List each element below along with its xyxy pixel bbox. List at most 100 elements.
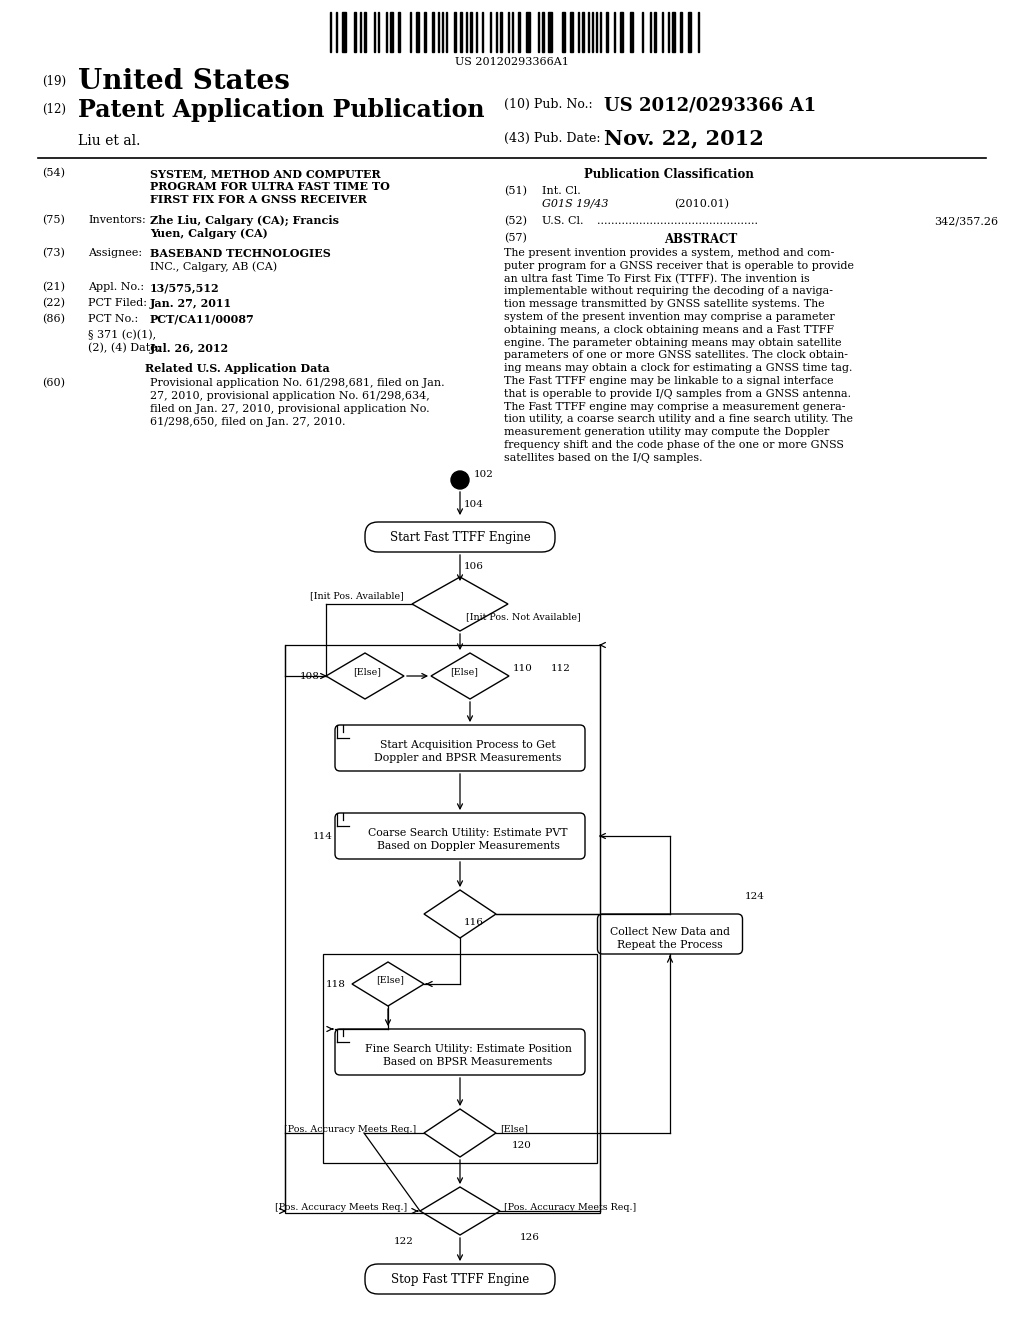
Text: 106: 106	[464, 562, 484, 572]
Polygon shape	[412, 577, 508, 631]
Circle shape	[451, 471, 469, 488]
FancyBboxPatch shape	[335, 725, 585, 771]
Text: Inventors:: Inventors:	[88, 215, 145, 224]
Text: The present invention provides a system, method and com-: The present invention provides a system,…	[504, 248, 835, 257]
Text: Start Fast TTFF Engine: Start Fast TTFF Engine	[389, 531, 530, 544]
Text: 102: 102	[474, 470, 494, 479]
Text: Repeat the Process: Repeat the Process	[617, 940, 723, 950]
Text: 13/575,512: 13/575,512	[150, 282, 219, 293]
Text: G01S 19/43: G01S 19/43	[542, 199, 608, 209]
Text: PCT Filed:: PCT Filed:	[88, 298, 147, 308]
Text: Coarse Search Utility: Estimate PVT: Coarse Search Utility: Estimate PVT	[369, 828, 567, 838]
Text: satellites based on the I/Q samples.: satellites based on the I/Q samples.	[504, 453, 702, 463]
FancyBboxPatch shape	[365, 1265, 555, 1294]
Text: implementable without requiring the decoding of a naviga-: implementable without requiring the deco…	[504, 286, 833, 297]
Text: Patent Application Publication: Patent Application Publication	[78, 98, 484, 121]
Text: 104: 104	[464, 500, 484, 510]
Bar	[323, 954, 597, 1163]
Text: INC., Calgary, AB (CA): INC., Calgary, AB (CA)	[150, 261, 278, 272]
Text: (19): (19)	[42, 75, 67, 88]
Bar	[562, 12, 565, 51]
Text: Assignee:: Assignee:	[88, 248, 142, 257]
Text: (10) Pub. No.:: (10) Pub. No.:	[504, 98, 597, 111]
Text: ABSTRACT: ABSTRACT	[664, 234, 737, 246]
Text: Collect New Data and: Collect New Data and	[610, 927, 730, 937]
Text: (2010.01): (2010.01)	[674, 199, 729, 210]
Text: [Init Pos. Not Available]: [Init Pos. Not Available]	[466, 612, 581, 620]
Text: Related U.S. Application Data: Related U.S. Application Data	[145, 363, 330, 374]
Text: Appl. No.:: Appl. No.:	[88, 282, 144, 292]
Text: Jan. 27, 2011: Jan. 27, 2011	[150, 298, 232, 309]
Text: (75): (75)	[42, 215, 65, 226]
Text: frequency shift and the code phase of the one or more GNSS: frequency shift and the code phase of th…	[504, 440, 844, 450]
Text: [Else]: [Else]	[500, 1125, 528, 1134]
Bar	[342, 12, 346, 51]
Text: Jul. 26, 2012: Jul. 26, 2012	[150, 343, 229, 354]
Bar	[398, 12, 400, 51]
Bar	[620, 12, 623, 51]
Bar	[526, 12, 530, 51]
Bar	[364, 12, 366, 51]
Text: (2), (4) Date:: (2), (4) Date:	[88, 343, 161, 354]
Text: Start Acquisition Process to Get: Start Acquisition Process to Get	[380, 741, 556, 750]
Text: 61/298,650, filed on Jan. 27, 2010.: 61/298,650, filed on Jan. 27, 2010.	[150, 417, 345, 426]
Text: 124: 124	[744, 892, 764, 902]
Bar	[354, 12, 356, 51]
Polygon shape	[424, 890, 496, 939]
Text: 120: 120	[512, 1140, 531, 1150]
Polygon shape	[326, 653, 404, 700]
Bar	[570, 12, 573, 51]
Text: FIRST FIX FOR A GNSS RECEIVER: FIRST FIX FOR A GNSS RECEIVER	[150, 194, 367, 205]
Bar	[500, 12, 502, 51]
Text: 27, 2010, provisional application No. 61/298,634,: 27, 2010, provisional application No. 61…	[150, 391, 430, 401]
Text: ..............................................: ........................................…	[597, 216, 758, 226]
Bar	[518, 12, 520, 51]
Bar	[630, 12, 633, 51]
Text: 342/357.26: 342/357.26	[934, 216, 998, 226]
Bar	[680, 12, 682, 51]
Text: The Fast TTFF engine may be linkable to a signal interface: The Fast TTFF engine may be linkable to …	[504, 376, 834, 385]
Text: an ultra fast Time To First Fix (TTFF). The invention is: an ultra fast Time To First Fix (TTFF). …	[504, 273, 810, 284]
FancyBboxPatch shape	[365, 521, 555, 552]
Text: Zhe Liu, Calgary (CA); Francis: Zhe Liu, Calgary (CA); Francis	[150, 215, 339, 226]
Text: Stop Fast TTFF Engine: Stop Fast TTFF Engine	[391, 1272, 529, 1286]
Text: [Pos. Accuracy Meets Req.]: [Pos. Accuracy Meets Req.]	[284, 1125, 416, 1134]
FancyBboxPatch shape	[597, 913, 742, 954]
Text: (43) Pub. Date:: (43) Pub. Date:	[504, 132, 600, 145]
Text: [Pos. Accuracy Meets Req.]: [Pos. Accuracy Meets Req.]	[275, 1204, 408, 1213]
Text: [Else]: [Else]	[450, 668, 478, 676]
Text: engine. The parameter obtaining means may obtain satellite: engine. The parameter obtaining means ma…	[504, 338, 842, 347]
Text: filed on Jan. 27, 2010, provisional application No.: filed on Jan. 27, 2010, provisional appl…	[150, 404, 430, 414]
Text: Based on Doppler Measurements: Based on Doppler Measurements	[377, 841, 559, 851]
Text: ing means may obtain a clock for estimating a GNSS time tag.: ing means may obtain a clock for estimat…	[504, 363, 852, 374]
Bar	[470, 12, 472, 51]
Text: § 371 (c)(1),: § 371 (c)(1),	[88, 330, 156, 341]
Bar	[548, 12, 552, 51]
Text: PCT No.:: PCT No.:	[88, 314, 138, 323]
Text: Yuen, Calgary (CA): Yuen, Calgary (CA)	[150, 228, 267, 239]
Text: US 2012/0293366 A1: US 2012/0293366 A1	[604, 96, 816, 115]
Bar	[606, 12, 608, 51]
Text: Fine Search Utility: Estimate Position: Fine Search Utility: Estimate Position	[365, 1044, 571, 1053]
Text: 118: 118	[326, 979, 346, 989]
Text: (73): (73)	[42, 248, 65, 259]
Text: 114: 114	[313, 832, 333, 841]
Text: Nov. 22, 2012: Nov. 22, 2012	[604, 128, 764, 148]
Text: (12): (12)	[42, 103, 66, 116]
Text: [Else]: [Else]	[353, 668, 381, 676]
Polygon shape	[352, 962, 424, 1006]
Text: US 20120293366A1: US 20120293366A1	[455, 57, 569, 67]
Text: The Fast TTFF engine may comprise a measurement genera-: The Fast TTFF engine may comprise a meas…	[504, 401, 846, 412]
FancyBboxPatch shape	[335, 1030, 585, 1074]
Text: Based on BPSR Measurements: Based on BPSR Measurements	[383, 1057, 553, 1067]
Text: puter program for a GNSS receiver that is operable to provide: puter program for a GNSS receiver that i…	[504, 261, 854, 271]
Text: (57): (57)	[504, 234, 527, 243]
Text: (51): (51)	[504, 186, 527, 197]
Text: (60): (60)	[42, 378, 65, 388]
Bar	[654, 12, 656, 51]
Text: Doppler and BPSR Measurements: Doppler and BPSR Measurements	[375, 752, 562, 763]
Text: (22): (22)	[42, 298, 65, 309]
Text: 108: 108	[300, 672, 319, 681]
Text: tion message transmitted by GNSS satellite systems. The: tion message transmitted by GNSS satelli…	[504, 300, 824, 309]
Text: 110: 110	[513, 664, 532, 673]
